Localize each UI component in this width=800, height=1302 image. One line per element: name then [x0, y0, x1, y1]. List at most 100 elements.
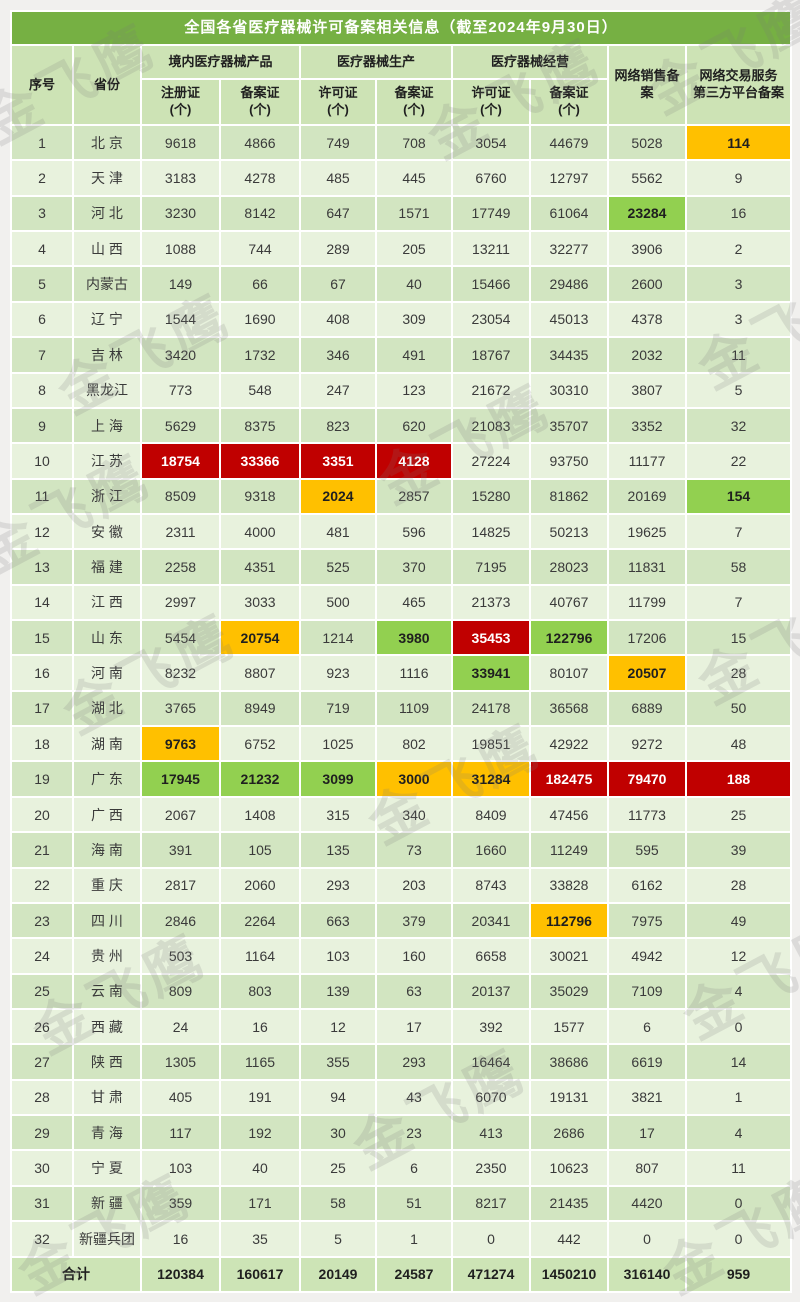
- value-cell: 94: [299, 1078, 377, 1117]
- value-cell: 17: [607, 1114, 687, 1152]
- value-cell: 171: [219, 1184, 301, 1223]
- total-value-cell: 24587: [375, 1255, 453, 1293]
- value-cell: 33366: [219, 442, 301, 480]
- value-cell: 12797: [529, 159, 609, 197]
- value-cell: 18767: [451, 336, 531, 374]
- total-row: 合计 120384 160617 20149 24587 471274 1450210 316…: [10, 1255, 793, 1293]
- province-name: 甘 肃: [72, 1078, 142, 1117]
- value-cell: 6: [607, 1007, 687, 1046]
- value-cell: 44679: [529, 123, 609, 162]
- value-cell: 16: [140, 1220, 221, 1258]
- table-row: 25 云 南 809 803 139 63 20137 35029 7109 4: [10, 972, 793, 1010]
- value-cell: 7195: [451, 548, 531, 586]
- value-cell: 0: [607, 1220, 687, 1258]
- value-cell: 1: [375, 1220, 453, 1258]
- value-cell: 135: [299, 831, 377, 869]
- value-cell: 289: [299, 230, 377, 268]
- value-cell: 3807: [607, 371, 687, 409]
- value-cell: 20754: [219, 619, 301, 657]
- table-row: 12 安 徽 2311 4000 481 596 14825 50213 19625 7: [10, 512, 793, 551]
- value-cell: 3351: [299, 442, 377, 480]
- value-cell: 45013: [529, 300, 609, 339]
- value-cell: 8232: [140, 654, 221, 692]
- row-index: 3: [10, 194, 74, 233]
- value-cell: 809: [140, 972, 221, 1010]
- value-cell: 1164: [219, 937, 301, 975]
- value-cell: 408: [299, 300, 377, 339]
- value-cell: 293: [299, 866, 377, 904]
- value-cell: 8807: [219, 654, 301, 692]
- province-name: 湖 北: [72, 689, 142, 728]
- value-cell: 3765: [140, 689, 221, 728]
- value-cell: 6889: [607, 689, 687, 728]
- value-cell: 1571: [375, 194, 453, 233]
- value-cell: 117: [140, 1114, 221, 1152]
- row-index: 25: [10, 972, 74, 1010]
- value-cell: 9618: [140, 123, 221, 162]
- value-cell: 6: [375, 1149, 453, 1187]
- value-cell: 620: [375, 406, 453, 445]
- province-name: 天 津: [72, 159, 142, 197]
- row-index: 8: [10, 371, 74, 409]
- value-cell: 192: [219, 1114, 301, 1152]
- value-cell: 2264: [219, 901, 301, 940]
- row-index: 20: [10, 795, 74, 834]
- table-row: 11 浙 江 8509 9318 2024 2857 15280 81862 20169 154: [10, 477, 793, 515]
- value-cell: 8743: [451, 866, 531, 904]
- value-cell: 50: [684, 689, 793, 728]
- row-index: 26: [10, 1007, 74, 1046]
- value-cell: 73: [375, 831, 453, 869]
- province-name: 吉 林: [72, 336, 142, 374]
- value-cell: 3: [684, 300, 793, 339]
- value-cell: 205: [375, 230, 453, 268]
- value-cell: 3906: [607, 230, 687, 268]
- value-cell: 139: [299, 972, 377, 1010]
- value-cell: 548: [219, 371, 301, 409]
- value-cell: 647: [299, 194, 377, 233]
- value-cell: 105: [219, 831, 301, 869]
- col-header-index: 序号: [10, 44, 74, 126]
- total-value-cell: 20149: [299, 1255, 377, 1293]
- value-cell: 1109: [375, 689, 453, 728]
- province-name: 云 南: [72, 972, 142, 1010]
- value-cell: 11177: [607, 442, 687, 480]
- table-row: 16 河 南 8232 8807 923 1116 33941 80107 20507 28: [10, 654, 793, 692]
- value-cell: 23054: [451, 300, 531, 339]
- table-row: 21 海 南 391 105 135 73 1660 11249 595 39: [10, 831, 793, 869]
- value-cell: 663: [299, 901, 377, 940]
- value-cell: 4420: [607, 1184, 687, 1223]
- value-cell: 8509: [140, 477, 221, 515]
- value-cell: 17945: [140, 760, 221, 798]
- value-cell: 19625: [607, 512, 687, 551]
- value-cell: 49: [684, 901, 793, 940]
- value-cell: 2997: [140, 583, 221, 622]
- value-cell: 28: [684, 654, 793, 692]
- value-cell: 807: [607, 1149, 687, 1187]
- value-cell: 2060: [219, 866, 301, 904]
- value-cell: 11: [684, 336, 793, 374]
- value-cell: 24: [140, 1007, 221, 1046]
- table-row: 19 广 东 17945 21232 3099 3000 31284 182475 79470 1…: [10, 760, 793, 798]
- value-cell: 485: [299, 159, 377, 197]
- value-cell: 25: [684, 795, 793, 834]
- table-row: 8 黑龙江 773 548 247 123 21672 30310 3807 5: [10, 371, 793, 409]
- value-cell: 188: [684, 760, 793, 798]
- total-value-cell: 471274: [451, 1255, 531, 1293]
- value-cell: 4000: [219, 512, 301, 551]
- col-group-manufacturing: 医疗器械生产: [299, 44, 453, 80]
- value-cell: 30021: [529, 937, 609, 975]
- value-cell: 19131: [529, 1078, 609, 1117]
- value-cell: 16: [684, 194, 793, 233]
- value-cell: 10623: [529, 1149, 609, 1187]
- province-name: 黑龙江: [72, 371, 142, 409]
- table-row: 5 内蒙古 149 66 67 40 15466 29486 2600 3: [10, 265, 793, 303]
- value-cell: 36568: [529, 689, 609, 728]
- value-cell: 346: [299, 336, 377, 374]
- data-table: 全国各省医疗器械许可备案相关信息（截至2024年9月30日） 序号 省份 境内医…: [9, 10, 793, 1293]
- value-cell: 445: [375, 159, 453, 197]
- value-cell: 923: [299, 654, 377, 692]
- value-cell: 773: [140, 371, 221, 409]
- value-cell: 3230: [140, 194, 221, 233]
- value-cell: 749: [299, 123, 377, 162]
